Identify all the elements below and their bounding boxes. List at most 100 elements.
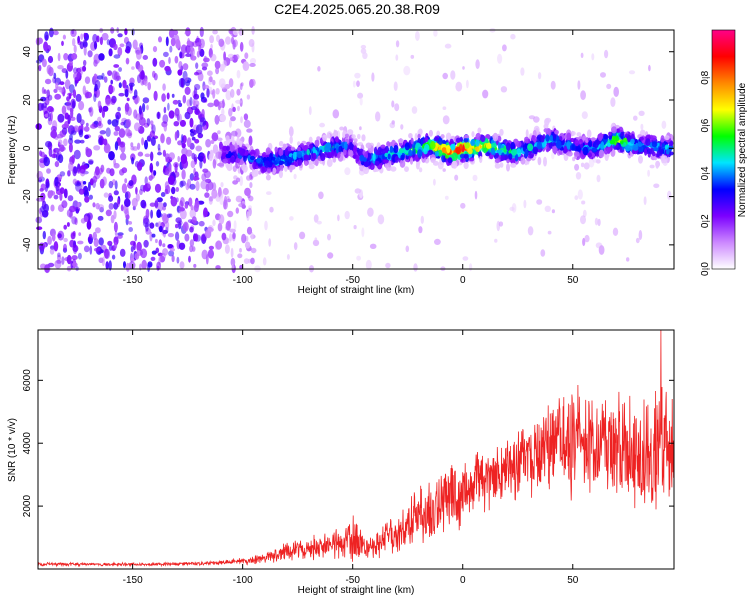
- spectrogram-noise-mark: [195, 69, 203, 75]
- snr-line: [38, 330, 674, 568]
- spectrogram-noise-mark: [96, 122, 104, 129]
- colorbar-tick-label: 0.2: [700, 214, 711, 228]
- spectrogram-signal-mark: [450, 143, 456, 151]
- spectrogram-noise-mark: [97, 100, 102, 109]
- spectrogram-noise-mark: [56, 133, 64, 139]
- spectrogram-noise-mark: [211, 132, 219, 142]
- spectrogram-noise-mark: [63, 138, 68, 147]
- spectrogram-signal-mark: [600, 141, 605, 150]
- spectrogram-signal-mark: [543, 128, 549, 133]
- spectrogram-noise-mark: [82, 181, 87, 185]
- spectrogram-noise-mark: [433, 29, 438, 37]
- spectrogram-signal-mark: [387, 153, 391, 160]
- spectrogram-noise-mark: [74, 263, 78, 267]
- spectrogram-noise-mark: [192, 98, 196, 107]
- spectrogram-noise-mark: [51, 153, 58, 159]
- spectrogram-noise-mark: [85, 91, 92, 99]
- spectrogram-noise-mark: [109, 168, 115, 177]
- spectrogram-noise-mark: [124, 89, 129, 98]
- spectrogram-signal-mark: [471, 131, 475, 138]
- spectrogram-noise-mark: [207, 70, 213, 76]
- spectrogram-noise-mark: [97, 137, 103, 146]
- spectrogram-noise-mark: [319, 122, 325, 128]
- spectrogram-noise-mark: [455, 81, 463, 92]
- spectrogram-noise-mark: [107, 119, 112, 125]
- spectrogram-noise-mark: [191, 136, 196, 141]
- spectrogram-noise-mark: [57, 230, 65, 241]
- spectrogram-signal-mark: [423, 148, 428, 155]
- spectrogram-noise-mark: [114, 141, 119, 151]
- spectrogram-noise-mark: [139, 188, 143, 195]
- spectrogram-noise-mark: [661, 120, 667, 129]
- spectrogram-noise-mark: [551, 151, 555, 160]
- spectrogram-noise-mark: [39, 150, 43, 157]
- spectrogram-noise-mark: [60, 146, 66, 152]
- spectrogram-signal-mark: [552, 145, 558, 154]
- spectrogram-signal-mark: [580, 162, 585, 168]
- spectrogram-noise-mark: [246, 211, 250, 222]
- spectrogram-noise-mark: [395, 40, 400, 48]
- spectrogram-noise-mark: [362, 52, 368, 60]
- spectrogram-noise-mark: [189, 245, 194, 253]
- spectrogram-noise-mark: [157, 151, 162, 156]
- spectrogram-noise-mark: [47, 235, 52, 245]
- spectrogram-noise-mark: [146, 104, 149, 111]
- spectrogram-noise-mark: [442, 72, 449, 80]
- spectrogram-noise-mark: [199, 26, 204, 38]
- spectrogram-signal-mark: [326, 158, 333, 168]
- spectrogram-noise-mark: [165, 166, 172, 176]
- spectrogram-noise-mark: [53, 194, 59, 200]
- spectrogram-noise-mark: [177, 113, 182, 123]
- spectrogram-noise-mark: [105, 127, 111, 137]
- x-tick-label: -150: [123, 575, 143, 586]
- spectrogram-noise-mark: [72, 178, 78, 185]
- spectrogram-signal-mark: [399, 159, 406, 168]
- spectrogram-noise-mark: [49, 27, 54, 38]
- spectrogram-noise-mark: [497, 53, 503, 64]
- spectrogram-signal-mark: [494, 158, 501, 164]
- spectrogram-signal-mark: [365, 142, 372, 149]
- spectrogram-noise-mark: [391, 120, 395, 125]
- spectrogram-noise-mark: [185, 44, 191, 54]
- spectrogram-noise-mark: [147, 135, 152, 140]
- spectrogram-noise-mark: [201, 62, 209, 68]
- spectrogram-noise-mark: [117, 33, 123, 38]
- spectrogram-noise-mark: [157, 252, 163, 257]
- spectrogram-noise-mark: [59, 81, 65, 86]
- spectrogram-noise-mark: [113, 64, 120, 68]
- spectrogram-noise-mark: [142, 102, 146, 113]
- spectrogram-signal-mark: [390, 166, 397, 172]
- spectrogram-noise-mark: [214, 114, 220, 125]
- spectrogram-noise-mark: [640, 123, 644, 131]
- spectrogram-signal-mark: [525, 138, 529, 144]
- spectrogram-noise-mark: [155, 161, 160, 167]
- spectrogram-signal-mark: [463, 138, 469, 143]
- spectrogram-noise-mark: [649, 164, 655, 169]
- spectrogram-noise-mark: [118, 128, 126, 138]
- spectrogram-noise-mark: [71, 130, 77, 136]
- spectrogram-noise-mark: [385, 262, 391, 269]
- spectrogram-signal-mark: [437, 149, 443, 157]
- spectrogram-noise-mark: [195, 62, 199, 69]
- spectrogram-noise-mark: [168, 56, 171, 65]
- spectrogram-signal-mark: [506, 158, 510, 164]
- spectrogram-noise-mark: [154, 200, 159, 208]
- spectrogram-signal-mark: [375, 150, 380, 155]
- spectrogram-noise-mark: [159, 252, 166, 261]
- colorbar: 0.0 0.2 0.4 0.6 0.8 Normalized spectral ampl…: [700, 29, 748, 276]
- spectrogram-noise-mark: [82, 85, 87, 95]
- spectrogram-noise-mark: [103, 138, 108, 146]
- spectrogram-noise-mark: [113, 158, 116, 166]
- spectrogram-noise-mark: [207, 102, 215, 108]
- spectrogram-noise-mark: [580, 52, 584, 58]
- x-tick-label: -50: [345, 275, 360, 286]
- spectrogram-noise-mark: [73, 149, 81, 160]
- spectrogram-noise-mark: [93, 93, 97, 102]
- spectrogram-signal-mark: [485, 152, 491, 157]
- spectrogram-noise-mark: [163, 51, 169, 58]
- spectrogram-noise-mark: [356, 255, 361, 261]
- spectrogram-noise-mark: [53, 88, 58, 93]
- spectrogram-noise-mark: [236, 177, 241, 183]
- spectrogram-noise-mark: [113, 242, 118, 249]
